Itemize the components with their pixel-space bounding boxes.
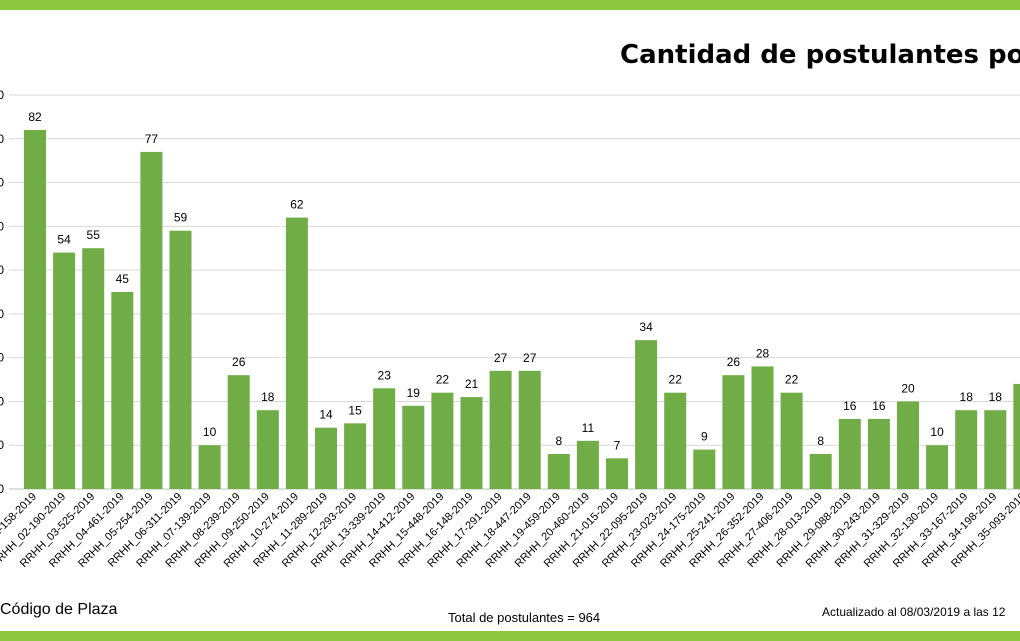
bar: [809, 453, 832, 489]
bar: [315, 427, 337, 489]
bar-value-label: 10: [930, 425, 944, 439]
bar: [606, 458, 628, 489]
bar: [344, 423, 367, 489]
bar: [489, 370, 512, 489]
bar-value-label: 27: [494, 351, 508, 365]
bar: [227, 375, 250, 489]
bar: [53, 252, 76, 489]
bar: [140, 151, 163, 489]
bar-value-label: 28: [756, 346, 770, 360]
updated-timestamp: Actualizado al 08/03/2019 a las 12: [822, 605, 1006, 619]
bar-value-label: 15: [348, 403, 362, 417]
bar-value-label: 20: [901, 381, 915, 395]
bar: [838, 418, 861, 489]
bar-value-label: 16: [872, 399, 886, 413]
bar-value-label: 62: [290, 198, 304, 212]
bar: [373, 388, 396, 489]
bar: [460, 397, 483, 489]
bar-value-label: 26: [727, 355, 741, 369]
bar: [897, 401, 919, 489]
top-accent-band: [0, 0, 1020, 10]
bar-value-label: 27: [523, 351, 537, 365]
bar: [751, 366, 774, 489]
bar: [984, 410, 1007, 489]
bar: [518, 370, 541, 489]
bar-value-label: 21: [465, 377, 479, 391]
bar: [664, 392, 687, 489]
bar-value-label: 55: [87, 228, 101, 242]
bar: [926, 445, 949, 489]
bar-value-label: 18: [261, 390, 275, 404]
bar: [111, 292, 134, 489]
y-tick-label: 0: [0, 88, 4, 102]
y-tick-label: 0: [0, 394, 4, 408]
bar-value-label: 10: [203, 425, 217, 439]
bar: [955, 410, 978, 489]
bar-value-label: 45: [116, 272, 130, 286]
bar-value-label: 18: [989, 390, 1003, 404]
bar: [198, 445, 221, 489]
bar: [431, 392, 454, 489]
x-axis-title: Código de Plaza: [0, 601, 118, 618]
bar: [24, 130, 46, 489]
bar: [547, 453, 570, 489]
bar-value-label: 82: [28, 110, 42, 124]
bar-value-label: 22: [669, 373, 683, 387]
bar: [576, 440, 599, 489]
bar-value-label: 8: [817, 434, 824, 448]
y-tick-label: 0: [0, 307, 4, 321]
bar-value-label: 16: [843, 399, 857, 413]
bar-value-label: 11: [582, 421, 595, 435]
chart-title: Cantidad de postulantes por p: [620, 40, 1020, 70]
bar: [169, 230, 192, 489]
bar-value-label: 54: [57, 233, 71, 247]
bar-value-label: 26: [232, 355, 246, 369]
bar-value-label: 34: [639, 320, 653, 334]
bottom-accent-band: [0, 631, 1020, 641]
bar-value-label: 77: [145, 132, 159, 146]
y-tick-label: 0: [0, 132, 4, 146]
bar: [256, 410, 279, 489]
bar: [780, 392, 803, 489]
total-applicants-text: Total de postulantes = 964: [448, 610, 601, 625]
bar: [402, 405, 425, 489]
bar-value-label: 23: [378, 368, 392, 382]
bar-value-label: 7: [614, 438, 621, 452]
bar: [867, 418, 890, 489]
y-tick-label: 0: [0, 351, 4, 365]
y-tick-label: 0: [0, 176, 4, 190]
bar: [82, 248, 105, 489]
bar: [635, 340, 658, 489]
bar-value-label: 19: [407, 386, 421, 400]
y-tick-label: 0: [0, 438, 4, 452]
bar: [722, 375, 745, 489]
bar-value-label: 9: [701, 430, 708, 444]
bar-value-label: 18: [960, 390, 974, 404]
bar-value-label: 14: [319, 408, 333, 422]
bar: [285, 217, 308, 490]
y-tick-label: 0: [0, 219, 4, 233]
bar: [1013, 383, 1020, 489]
y-tick-label: 0: [0, 263, 4, 277]
bar-value-label: 22: [785, 373, 799, 387]
bar-value-label: 59: [174, 211, 188, 225]
y-tick-label: 0: [0, 482, 4, 496]
bar-value-label: 8: [555, 434, 562, 448]
bar-value-label: 22: [436, 373, 450, 387]
bar: [693, 449, 716, 489]
